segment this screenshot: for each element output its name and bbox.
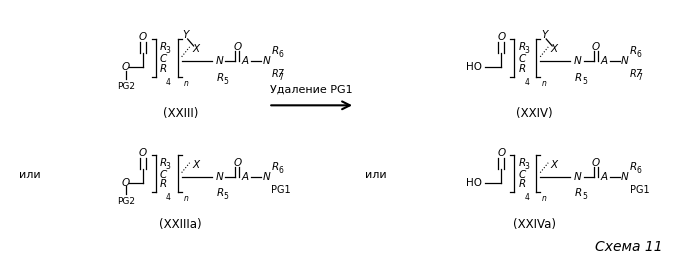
Text: или: или (20, 170, 41, 180)
Text: R: R (519, 42, 526, 52)
Text: 7: 7 (279, 73, 283, 82)
Text: (XXIV): (XXIV) (516, 107, 553, 120)
Text: O: O (233, 42, 242, 52)
Text: 4: 4 (165, 78, 170, 87)
Text: R: R (160, 64, 167, 74)
Text: R: R (575, 189, 582, 198)
Text: Схема 11: Схема 11 (595, 240, 662, 254)
Text: Y: Y (182, 30, 189, 40)
Text: 4: 4 (524, 193, 529, 202)
Text: N: N (262, 56, 270, 66)
Text: A: A (600, 56, 607, 66)
Text: C: C (519, 170, 526, 180)
Text: R: R (160, 179, 167, 189)
Text: O: O (233, 158, 242, 168)
Text: X: X (192, 44, 199, 54)
Text: O: O (592, 158, 600, 168)
Text: 6: 6 (279, 50, 283, 59)
Text: C: C (160, 54, 167, 64)
Text: C: C (519, 54, 526, 64)
Text: 5: 5 (582, 77, 587, 85)
Text: O: O (139, 32, 147, 42)
Text: A: A (242, 172, 249, 182)
Text: 3: 3 (524, 46, 529, 55)
Text: R: R (160, 42, 167, 52)
Text: N: N (621, 56, 629, 66)
Text: R: R (575, 73, 582, 83)
Text: 3: 3 (524, 162, 529, 171)
Text: R: R (519, 64, 526, 74)
Text: O: O (498, 32, 505, 42)
Text: Y: Y (541, 30, 547, 40)
Text: N: N (574, 172, 582, 182)
Text: X: X (551, 160, 558, 170)
Text: 6: 6 (637, 50, 641, 59)
Text: 7: 7 (637, 73, 641, 82)
Text: R: R (160, 158, 167, 168)
Text: Удаление PG1: Удаление PG1 (270, 84, 352, 95)
Text: R: R (630, 162, 637, 172)
Text: 6: 6 (637, 166, 641, 175)
Text: PG2: PG2 (117, 82, 135, 91)
Text: A: A (600, 172, 607, 182)
Text: A: A (242, 56, 249, 66)
Text: 4: 4 (524, 78, 529, 87)
Text: N: N (216, 56, 223, 66)
Text: X: X (551, 44, 558, 54)
Text: PG1: PG1 (272, 184, 291, 195)
Text: n: n (542, 79, 547, 88)
Text: n: n (542, 195, 547, 203)
Text: R: R (216, 73, 224, 83)
Text: R: R (272, 46, 279, 56)
Text: или: или (365, 170, 387, 180)
Text: (XXIIIa): (XXIIIa) (159, 218, 202, 231)
Text: O: O (498, 148, 505, 158)
Text: R7: R7 (272, 69, 284, 79)
Text: N: N (262, 172, 270, 182)
Text: R: R (519, 158, 526, 168)
Text: PG1: PG1 (630, 184, 650, 195)
Text: O: O (592, 42, 600, 52)
Text: R: R (216, 189, 224, 198)
Text: X: X (192, 160, 199, 170)
Text: N: N (621, 172, 629, 182)
Text: O: O (122, 62, 130, 72)
Text: 3: 3 (165, 162, 170, 171)
Text: (XXIII): (XXIII) (163, 107, 198, 120)
Text: C: C (160, 170, 167, 180)
Text: R7: R7 (630, 69, 643, 79)
Text: (XXIVa): (XXIVa) (513, 218, 556, 231)
Text: O: O (122, 178, 130, 187)
Text: R: R (272, 162, 279, 172)
Text: HO: HO (466, 62, 482, 72)
Text: R: R (630, 46, 637, 56)
Text: 4: 4 (165, 193, 170, 202)
Text: 5: 5 (223, 192, 228, 201)
Text: 5: 5 (223, 77, 228, 85)
Text: O: O (139, 148, 147, 158)
Text: PG2: PG2 (117, 197, 135, 206)
Text: n: n (184, 195, 188, 203)
Text: 5: 5 (582, 192, 587, 201)
Text: 3: 3 (165, 46, 170, 55)
Text: R: R (519, 179, 526, 189)
Text: HO: HO (466, 178, 482, 187)
Text: N: N (574, 56, 582, 66)
Text: N: N (216, 172, 223, 182)
Text: 6: 6 (279, 166, 283, 175)
Text: n: n (184, 79, 188, 88)
